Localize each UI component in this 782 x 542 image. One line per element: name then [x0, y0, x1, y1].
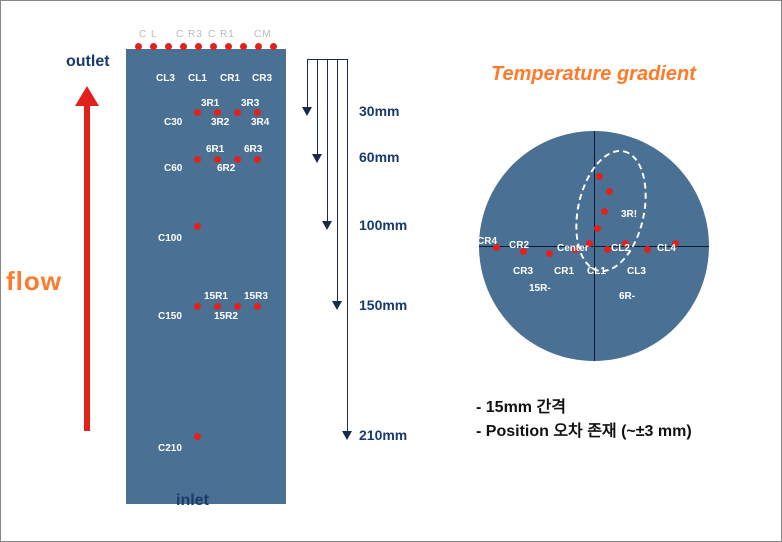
sensor-label: 15R-: [529, 283, 551, 294]
sensor-label: 15R1: [204, 291, 228, 302]
faded-top-label: C R1: [208, 29, 235, 40]
sensor-label: C210: [158, 443, 182, 454]
sensor-dot-icon: [644, 246, 651, 253]
depth-arrow-head-icon: [332, 301, 342, 310]
depth-arrow-line: [317, 59, 318, 156]
sensor-label: 15R2: [214, 311, 238, 322]
faded-top-label: CM: [254, 29, 272, 40]
sensor-dot-icon: [194, 223, 201, 230]
dashed-ellipse-icon: [565, 143, 657, 278]
sensor-label: CL2: [611, 243, 630, 254]
sensor-dot-icon: [195, 43, 202, 50]
depth-label: 210mm: [359, 427, 407, 443]
sensor-label: 15R3: [244, 291, 268, 302]
sensor-label: 3R!: [621, 209, 637, 220]
depth-arrow-line: [337, 59, 338, 303]
sensor-label: 3R4: [251, 117, 269, 128]
arrow-head-icon: [75, 86, 99, 106]
sensor-dot-icon: [194, 156, 201, 163]
sensor-dot-icon: [214, 303, 221, 310]
sensor-label: C30: [164, 117, 182, 128]
sensor-dot-icon: [234, 303, 241, 310]
sensor-dot-icon: [254, 156, 261, 163]
sensor-dot-icon: [194, 303, 201, 310]
sensor-label: CR2: [509, 240, 529, 251]
sensor-dot-icon: [194, 109, 201, 116]
sensor-label: 6R3: [244, 144, 262, 155]
depth-arrow-top-bar: [307, 59, 347, 60]
sensor-dot-icon: [210, 43, 217, 50]
temperature-gradient-title: Temperature gradient: [491, 63, 696, 86]
sensor-label: 3R2: [211, 117, 229, 128]
sensor-dot-icon: [234, 156, 241, 163]
sensor-dot-icon: [254, 109, 261, 116]
depth-arrow-head-icon: [302, 107, 312, 116]
sensor-dot-icon: [596, 173, 603, 180]
sensor-dot-icon: [604, 246, 611, 253]
sensor-label: CL1: [587, 266, 606, 277]
sensor-label: CL3: [627, 266, 646, 277]
sensor-label: 6R1: [206, 144, 224, 155]
sensor-label: 6R2: [217, 163, 235, 174]
sensor-dot-icon: [240, 43, 247, 50]
sensor-dot-icon: [165, 43, 172, 50]
sensor-dot-icon: [234, 109, 241, 116]
note-line-1: - 15mm 간격: [476, 396, 692, 420]
sensor-dot-icon: [546, 250, 553, 257]
depth-label: 100mm: [359, 217, 407, 233]
sensor-label: C100: [158, 233, 182, 244]
sensor-dot-icon: [214, 156, 221, 163]
depth-arrow-line: [347, 59, 348, 433]
depth-arrow-head-icon: [322, 221, 332, 230]
depth-label: 30mm: [359, 103, 399, 119]
inlet-label: inlet: [176, 492, 209, 510]
arrow-shaft: [84, 104, 90, 431]
sensor-dot-icon: [254, 303, 261, 310]
depth-arrow-line: [327, 59, 328, 223]
depth-label: 150mm: [359, 297, 407, 313]
circle-cross-section: CR4 CR2 CR3 CR1 Center CL1 CL2 CL3 CL4 3R! 15R- 6R-: [479, 131, 709, 361]
sensor-dot-icon: [255, 43, 262, 50]
flow-arrow-icon: [79, 86, 95, 431]
faded-top-label: C R3: [176, 29, 203, 40]
sensor-label: CR3: [252, 73, 272, 84]
sensor-dot-icon: [180, 43, 187, 50]
sensor-dot-icon: [225, 43, 232, 50]
sensor-label: 6R-: [619, 291, 635, 302]
depth-label: 60mm: [359, 149, 399, 165]
sensor-label: CL4: [657, 243, 676, 254]
footer-notes: - 15mm 간격 - Position 오차 존재 (~±3 mm): [476, 396, 692, 444]
depth-arrow-head-icon: [312, 154, 322, 163]
sensor-dot-icon: [270, 43, 277, 50]
sensor-dot-icon: [594, 225, 601, 232]
sensor-label: CL3: [156, 73, 175, 84]
note-line-2: - Position 오차 존재 (~±3 mm): [476, 420, 692, 444]
sensor-label: CR1: [220, 73, 240, 84]
sensor-label: CR4: [477, 236, 497, 247]
sensor-dot-icon: [150, 43, 157, 50]
sensor-label: CR3: [513, 266, 533, 277]
diagram-slide: outlet inlet flow Temperature gradient C…: [1, 1, 781, 541]
sensor-label: C150: [158, 311, 182, 322]
faded-top-label: C L: [139, 29, 158, 40]
sensor-label: 3R3: [241, 98, 259, 109]
sensor-dot-icon: [606, 188, 613, 195]
sensor-label: C60: [164, 163, 182, 174]
sensor-dot-icon: [194, 433, 201, 440]
flow-label: flow: [6, 266, 62, 297]
depth-arrow-head-icon: [342, 431, 352, 440]
outlet-label: outlet: [66, 53, 110, 71]
sensor-dot-icon: [135, 43, 142, 50]
sensor-label: CL1: [188, 73, 207, 84]
sensor-label: CR1: [554, 266, 574, 277]
sensor-label: 3R1: [201, 98, 219, 109]
depth-arrow-line: [307, 59, 308, 109]
sensor-label: Center: [557, 243, 589, 254]
sensor-dot-icon: [214, 109, 221, 116]
sensor-dot-icon: [601, 208, 608, 215]
